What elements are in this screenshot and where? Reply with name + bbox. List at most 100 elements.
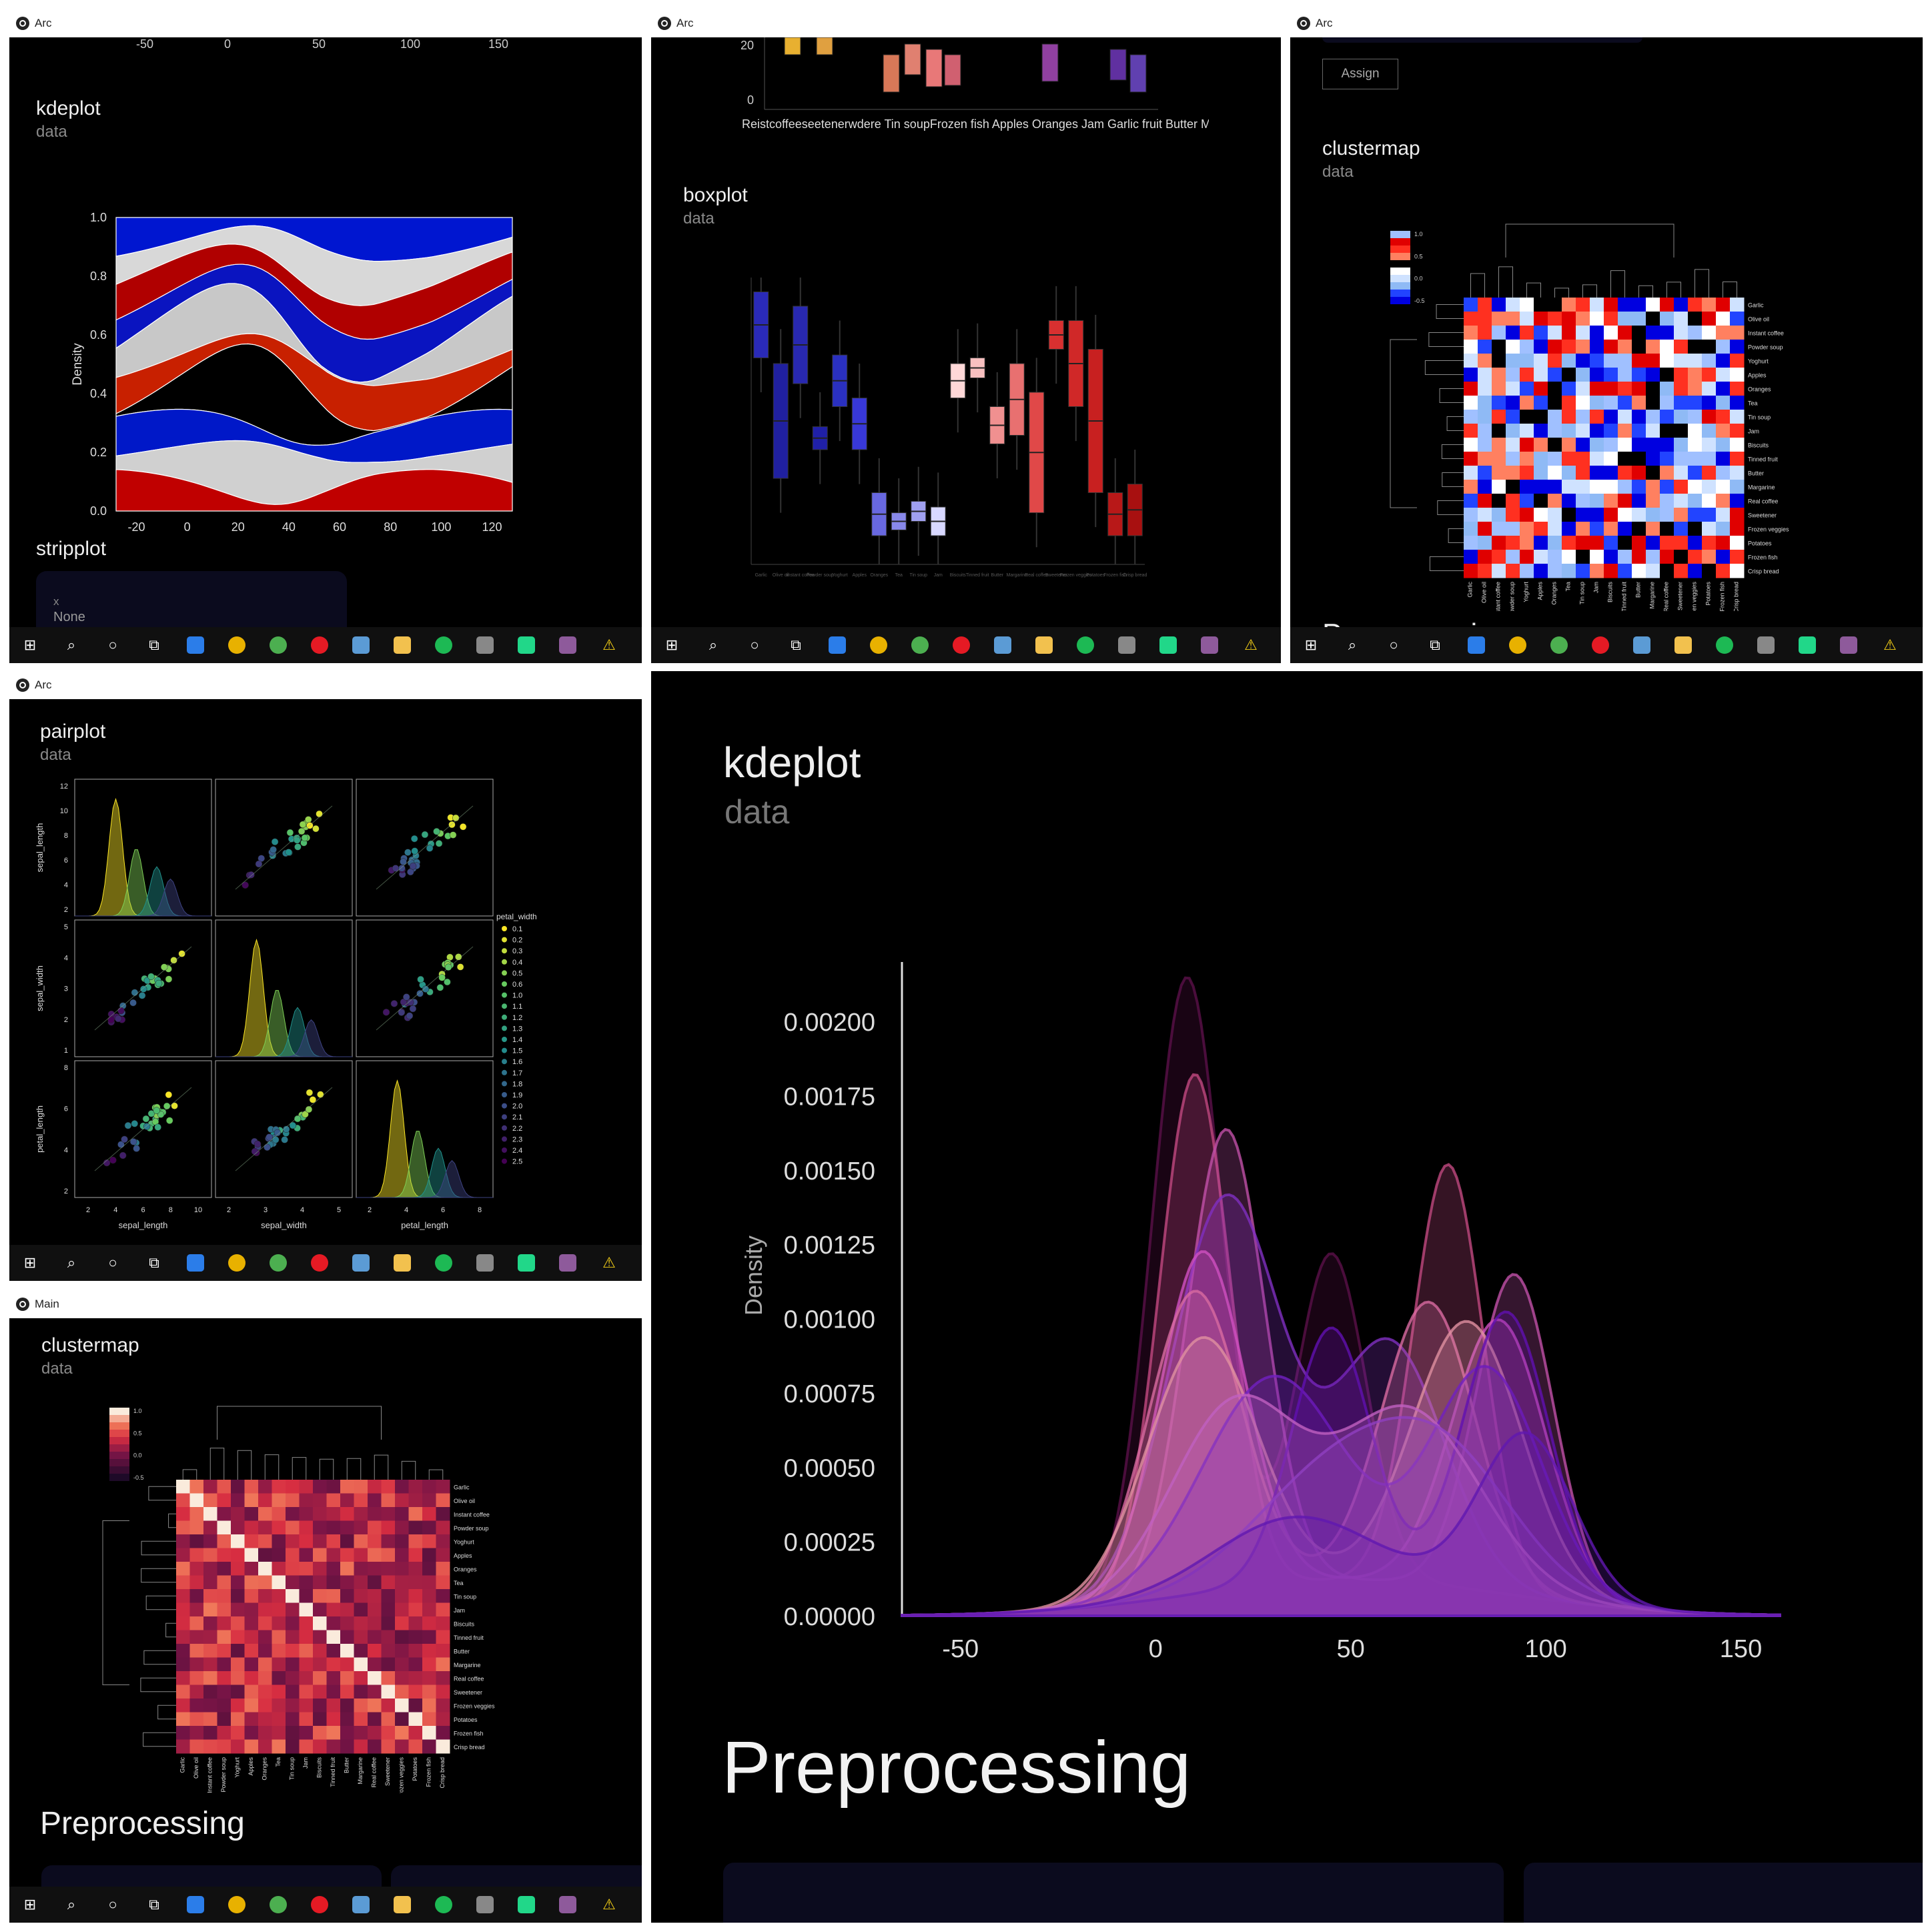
- store-icon[interactable]: [817, 627, 858, 663]
- chrome-icon[interactable]: [258, 627, 299, 663]
- cortana-icon[interactable]: ○: [1389, 636, 1398, 653]
- chrome-icon[interactable]: [1538, 627, 1580, 663]
- chrome-dev-icon[interactable]: [1497, 627, 1538, 663]
- content-area[interactable]: pairplot data sepal_length 2 4 6 8 10 12 sepal_…: [9, 699, 642, 1245]
- legend-marker: [502, 1103, 507, 1109]
- file-explorer-icon[interactable]: [1662, 627, 1704, 663]
- pycharm-icon[interactable]: [506, 1245, 547, 1281]
- spotify-icon[interactable]: [1704, 627, 1745, 663]
- task-view-icon[interactable]: ⧉: [1430, 636, 1440, 653]
- wacom-icon[interactable]: [464, 627, 506, 663]
- opera-icon[interactable]: [299, 627, 340, 663]
- chrome-dev-icon[interactable]: [216, 627, 258, 663]
- title-bar[interactable]: Arc: [1290, 9, 1923, 37]
- file-explorer-icon[interactable]: [1023, 627, 1065, 663]
- heatmap-cell: [1492, 564, 1506, 578]
- pycharm-icon[interactable]: [1147, 627, 1189, 663]
- wacom-icon[interactable]: [1745, 627, 1787, 663]
- search-icon[interactable]: ⌕: [67, 1896, 76, 1913]
- opera-icon[interactable]: [1580, 627, 1621, 663]
- remote-desktop-icon[interactable]: [982, 627, 1023, 663]
- y-tick-label: 1: [64, 1047, 68, 1055]
- spotify-icon[interactable]: [423, 1245, 464, 1281]
- store-icon[interactable]: [1456, 627, 1497, 663]
- store-icon[interactable]: [175, 627, 216, 663]
- search-icon[interactable]: ⌕: [708, 636, 718, 653]
- remote-desktop-icon[interactable]: [340, 627, 382, 663]
- search-icon[interactable]: ⌕: [67, 636, 76, 653]
- heatmap-cell: [408, 1684, 423, 1699]
- bottom-card-right[interactable]: [1524, 1863, 1923, 1923]
- spotify-icon[interactable]: [423, 1887, 464, 1923]
- opera-icon[interactable]: [299, 1887, 340, 1923]
- bottom-card-right[interactable]: [391, 1865, 642, 1887]
- warning-icon[interactable]: ⚠: [1244, 636, 1258, 653]
- opera-icon[interactable]: [941, 627, 982, 663]
- warning-icon[interactable]: ⚠: [1883, 636, 1897, 653]
- title-bar[interactable]: Arc: [651, 9, 1281, 37]
- app-tool-icon[interactable]: [547, 1245, 588, 1281]
- heatmap-cell: [1674, 326, 1688, 340]
- search-icon[interactable]: ⌕: [1348, 636, 1357, 653]
- cortana-icon[interactable]: ○: [108, 1896, 117, 1913]
- cortana-icon[interactable]: ○: [108, 1254, 117, 1271]
- task-view-icon[interactable]: ⧉: [149, 636, 159, 653]
- app-tool-icon[interactable]: [547, 1887, 588, 1923]
- wacom-icon[interactable]: [464, 1887, 506, 1923]
- app-tool-icon[interactable]: [547, 627, 588, 663]
- content-area[interactable]: -50 0 50 100 150 kdeplot data 0.0 0.2 0.4 0.6 0.…: [9, 37, 642, 627]
- x-tick-label: Garlic: [755, 573, 768, 578]
- store-icon[interactable]: [175, 1245, 216, 1281]
- chrome-icon[interactable]: [258, 1887, 299, 1923]
- windows-start-icon[interactable]: ⊞: [665, 636, 678, 653]
- pycharm-icon[interactable]: [506, 1887, 547, 1923]
- file-explorer-icon[interactable]: [382, 1245, 423, 1281]
- warning-icon[interactable]: ⚠: [602, 636, 616, 653]
- wacom-icon[interactable]: [464, 1245, 506, 1281]
- warning-icon[interactable]: ⚠: [602, 1896, 616, 1913]
- pycharm-icon[interactable]: [506, 627, 547, 663]
- task-view-icon[interactable]: ⧉: [149, 1254, 159, 1271]
- windows-start-icon[interactable]: ⊞: [23, 636, 37, 653]
- warning-icon[interactable]: ⚠: [602, 1254, 616, 1271]
- chrome-icon[interactable]: [258, 1245, 299, 1281]
- cortana-icon[interactable]: ○: [108, 636, 117, 653]
- file-explorer-icon[interactable]: [382, 627, 423, 663]
- input-card[interactable]: x None: [36, 571, 347, 627]
- content-area[interactable]: Assign clustermap data 1.0 0.5 0.0 -0.5 Garl…: [1290, 37, 1923, 627]
- app-tool-icon[interactable]: [1828, 627, 1869, 663]
- title-bar[interactable]: Arc: [9, 9, 642, 37]
- file-explorer-icon[interactable]: [382, 1887, 423, 1923]
- bottom-card-left[interactable]: [41, 1865, 382, 1887]
- windows-start-icon[interactable]: ⊞: [23, 1896, 37, 1913]
- task-view-icon[interactable]: ⧉: [791, 636, 801, 653]
- opera-icon[interactable]: [299, 1245, 340, 1281]
- search-icon[interactable]: ⌕: [67, 1254, 76, 1271]
- remote-desktop-icon[interactable]: [340, 1887, 382, 1923]
- spotify-icon[interactable]: [1065, 627, 1106, 663]
- remote-desktop-icon[interactable]: [1621, 627, 1662, 663]
- title-bar[interactable]: Arc: [9, 671, 642, 699]
- chrome-dev-icon[interactable]: [216, 1887, 258, 1923]
- windows-start-icon[interactable]: ⊞: [23, 1254, 37, 1271]
- content-area[interactable]: 20 0 Reistcoffeeseetenerwdere Tin soupFro…: [651, 37, 1281, 627]
- windows-start-icon[interactable]: ⊞: [1304, 636, 1318, 653]
- chrome-dev-icon[interactable]: [216, 1245, 258, 1281]
- title-bar[interactable]: Main: [9, 1290, 642, 1318]
- content-area[interactable]: clustermap data 1.0 0.5 0.0 -0.5 Garlic Garli…: [9, 1318, 642, 1887]
- chrome-dev-icon[interactable]: [858, 627, 899, 663]
- store-icon[interactable]: [175, 1887, 216, 1923]
- task-view-icon[interactable]: ⧉: [149, 1896, 159, 1913]
- chrome-icon[interactable]: [899, 627, 941, 663]
- spotify-icon[interactable]: [423, 627, 464, 663]
- cortana-icon[interactable]: ○: [750, 636, 759, 653]
- assign-button[interactable]: Assign: [1322, 59, 1398, 89]
- wacom-icon[interactable]: [1106, 627, 1147, 663]
- heatmap-cell: [1618, 424, 1632, 438]
- pycharm-icon[interactable]: [1787, 627, 1828, 663]
- app-tool-icon[interactable]: [1189, 627, 1230, 663]
- remote-desktop-icon[interactable]: [340, 1245, 382, 1281]
- heatmap-cell: [1576, 326, 1590, 340]
- bottom-card-left[interactable]: [723, 1863, 1504, 1923]
- input-value[interactable]: None: [53, 610, 85, 624]
